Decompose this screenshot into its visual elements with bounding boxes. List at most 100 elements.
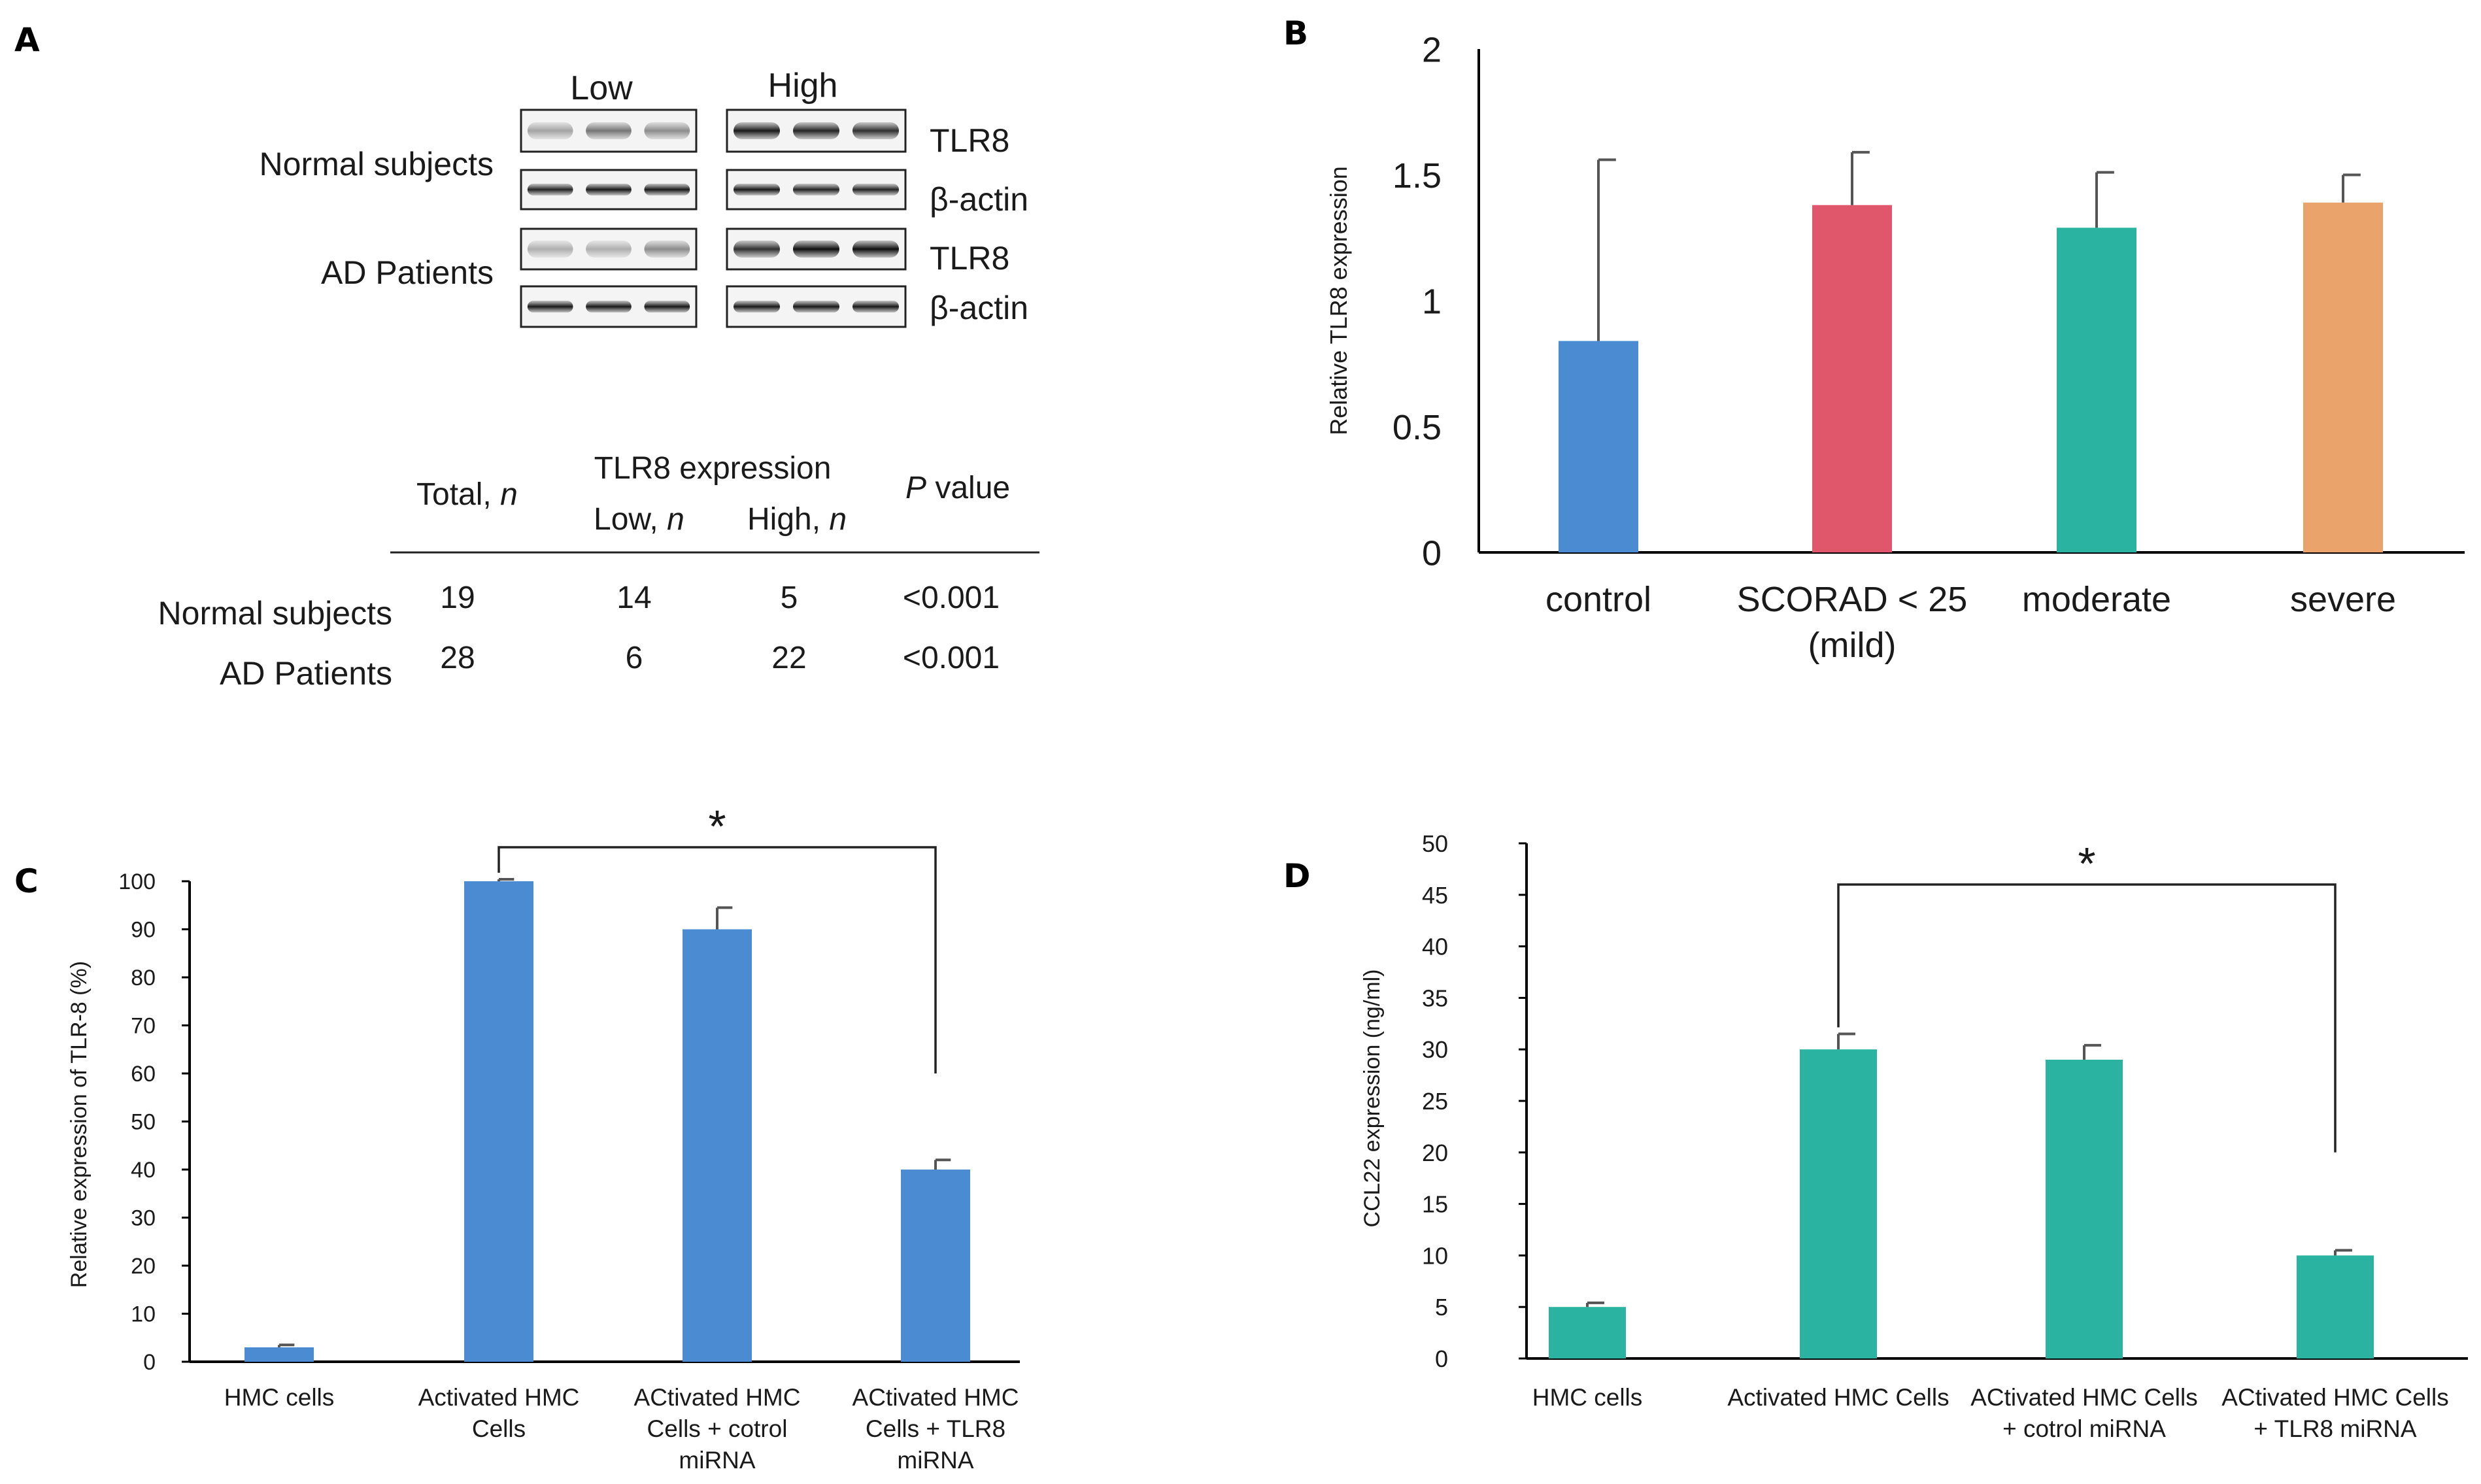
table-header-total: Total, n [416,477,518,512]
x-tick-label: miRNA [679,1447,755,1474]
table-header-high-text: High, [747,502,829,537]
y-axis-label: Relative TLR8 expression [1325,166,1352,435]
table-header-low: Low, n [594,502,684,537]
chart-d: D 0 5 10 15 20 25 30 35 40 45 50 CCL22 expression (n… [1283,830,2468,1442]
bar [1549,1307,1626,1358]
blot-band [527,301,573,312]
table-header-high: High, n [747,502,847,537]
x-tick-label: + cotrol miRNA [2002,1415,2166,1442]
y-tick-label: 70 [131,1014,156,1039]
panel-letter-a: A [14,21,40,59]
chart-c: C 0 10 20 30 40 50 60 70 80 90 100 Relative expressi… [14,801,1020,1474]
blot-row-label: TLR8 [930,240,1009,277]
x-tick-label: Activated HMC [418,1384,580,1411]
y-axis-label: Relative expression of TLR-8 (%) [67,961,92,1288]
significance-star: * [2078,838,2095,889]
table-cell-high: 5 [781,581,798,615]
blot-band [586,184,632,195]
y-tick-label: 35 [1422,985,1448,1011]
x-tick-label: (mild) [1808,626,1897,665]
bar [1812,205,1892,552]
table-header-p-text: value [926,471,1010,505]
y-tick-label: 10 [131,1302,156,1327]
blot-band [644,122,690,139]
y-tick-label: 0 [143,1350,156,1375]
table-header-total-text: Total, [416,477,500,512]
bar [2046,1059,2123,1358]
blot-col-high: High [768,67,838,105]
y-tick-label: 0.5 [1392,408,1442,447]
blot-row-label: TLR8 [930,122,1009,159]
blot-group-normal-label: Normal subjects [260,146,494,182]
blot-row-label: β-actin [930,181,1028,218]
y-tick-label: 10 [1422,1242,1448,1269]
blot-row-label: β-actin [930,290,1028,326]
significance-bracket [1837,883,2337,1153]
y-tick-label: 100 [118,869,156,894]
x-tick-label: moderate [2022,580,2171,619]
y-tick-label: 5 [1435,1294,1448,1321]
y-tick-label: 30 [1422,1036,1448,1063]
bar [464,881,533,1362]
blot-band [734,241,780,258]
x-tick-label: ACtivated HMC [852,1384,1019,1411]
bar [683,929,752,1362]
y-tick-label: 0 [1422,533,1442,573]
blot-band [793,301,839,312]
y-tick-label: 15 [1422,1191,1448,1218]
table-header-n: n [829,502,847,537]
table-header-p-italic: P [905,471,926,505]
table-row-label: AD Patients [220,655,392,692]
blot-band [852,184,899,195]
x-tick-label: severe [2290,580,2396,619]
expression-table: Total, n TLR8 expression Low, n High, n … [158,451,1039,692]
table-header-low-text: Low, [594,502,667,537]
bar [1559,341,1638,552]
panel-letter-b: B [1283,14,1308,52]
table-cell-p: <0.001 [903,581,1000,615]
blot-band [527,241,573,258]
blot-band [793,241,839,258]
blot-band [734,184,780,195]
y-tick-label: 50 [1422,830,1448,857]
panel-a: A Low High Normal subjects AD Patients T… [14,21,1039,692]
bar [245,1347,314,1362]
y-tick-label: 0 [1435,1345,1448,1372]
blot-band [852,301,899,312]
x-tick-label: Cells [472,1415,526,1442]
table-cell-total: 28 [440,641,475,675]
blot-band [852,122,899,139]
table-header-n: n [500,477,518,512]
y-tick-label: 1.5 [1392,156,1442,195]
y-axis-label: CCL22 expression (ng/ml) [1360,970,1385,1228]
chart-b: B 0 0.5 1 1.5 2 Relative TLR8 expression contro… [1283,14,2465,665]
x-tick-label: control [1545,580,1651,619]
bar [1800,1049,1877,1358]
blot-band [644,241,690,258]
y-tick-label: 40 [131,1158,156,1183]
x-tick-label: ACtivated HMC Cells [1970,1384,2197,1411]
blot-band [644,301,690,312]
y-tick-label: 60 [131,1062,156,1087]
x-tick-label: ACtivated HMC [634,1384,801,1411]
table-header-n: n [667,502,684,537]
bar [2057,228,2136,552]
table-cell-low: 6 [626,641,643,675]
y-tick-label: 30 [131,1206,156,1231]
panel-letter-c: C [14,862,39,900]
x-tick-label: HMC cells [1532,1384,1643,1411]
bar [2297,1255,2374,1358]
y-tick-label: 1 [1422,282,1442,321]
table-cell-high: 22 [771,641,806,675]
bar [2303,202,2383,553]
x-tick-label: Cells + TLR8 [866,1415,1005,1442]
blot-band [644,184,690,195]
y-tick-label: 2 [1422,30,1442,69]
blot-band [734,301,780,312]
blot-group-ad-label: AD Patients [321,254,494,291]
x-tick-label: ACtivated HMC Cells [2221,1384,2448,1411]
y-tick-label: 20 [1422,1139,1448,1166]
y-tick-label: 45 [1422,882,1448,909]
blot-band [793,184,839,195]
